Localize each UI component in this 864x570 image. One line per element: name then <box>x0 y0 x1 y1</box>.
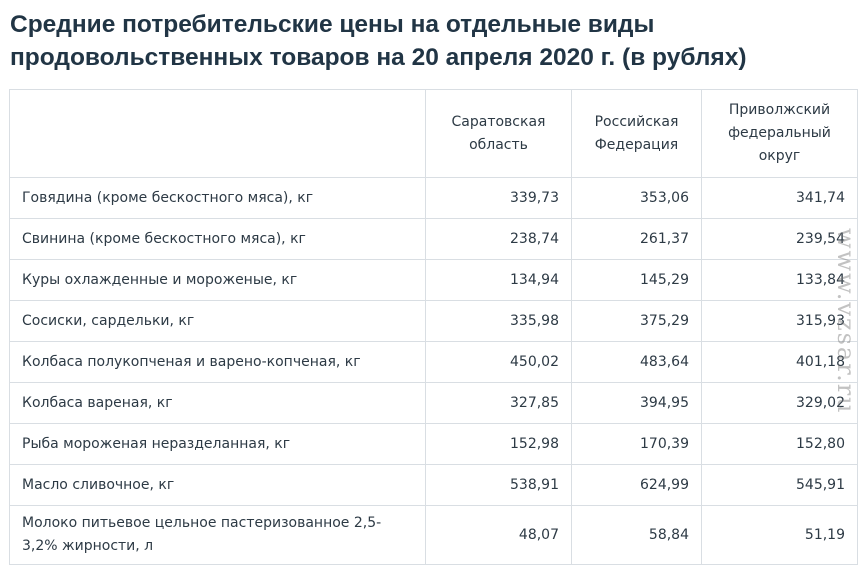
header-product <box>9 89 426 178</box>
price-saratov: 335,98 <box>425 300 572 342</box>
table-row: Сосиски, сардельки, кг 335,98 375,29 315… <box>9 300 858 342</box>
product-name: Куры охлажденные и мороженые, кг <box>9 259 426 301</box>
price-russia: 170,39 <box>571 423 702 465</box>
price-saratov: 238,74 <box>425 218 572 260</box>
product-name: Молоко питьевое цельное пастеризованное … <box>9 505 426 565</box>
product-name: Масло сливочное, кг <box>9 464 426 506</box>
price-saratov: 152,98 <box>425 423 572 465</box>
page-title: Средние потребительские цены на отдельны… <box>10 11 747 71</box>
price-saratov: 48,07 <box>425 505 572 565</box>
header-volga: Приволжский федеральный округ <box>701 89 858 178</box>
table-row: Колбаса вареная, кг 327,85 394,95 329,02 <box>9 382 858 424</box>
price-saratov: 339,73 <box>425 177 572 219</box>
price-volga: 401,18 <box>701 341 858 383</box>
price-volga: 341,74 <box>701 177 858 219</box>
header-russia: Российская Федерация <box>571 89 702 178</box>
product-name: Сосиски, сардельки, кг <box>9 300 426 342</box>
table-row: Масло сливочное, кг 538,91 624,99 545,91 <box>9 464 858 506</box>
price-volga: 329,02 <box>701 382 858 424</box>
site-watermark: www.vzsar.ru <box>832 228 860 415</box>
product-name: Рыба мороженая неразделанная, кг <box>9 423 426 465</box>
price-russia: 145,29 <box>571 259 702 301</box>
table-row: Рыба мороженая неразделанная, кг 152,98 … <box>9 423 858 465</box>
price-russia: 58,84 <box>571 505 702 565</box>
price-russia: 353,06 <box>571 177 702 219</box>
price-russia: 261,37 <box>571 218 702 260</box>
product-name: Колбаса вареная, кг <box>9 382 426 424</box>
price-volga: 239,54 <box>701 218 858 260</box>
product-name: Говядина (кроме бескостного мяса), кг <box>9 177 426 219</box>
table-row: Молоко питьевое цельное пастеризованное … <box>9 505 858 565</box>
price-volga: 133,84 <box>701 259 858 301</box>
price-saratov: 327,85 <box>425 382 572 424</box>
table-row: Куры охлажденные и мороженые, кг 134,94 … <box>9 259 858 301</box>
price-russia: 375,29 <box>571 300 702 342</box>
price-saratov: 134,94 <box>425 259 572 301</box>
price-volga: 51,19 <box>701 505 858 565</box>
table-header-row: Саратовская область Российская Федерация… <box>9 89 858 178</box>
table-row: Колбаса полукопченая и варено-копченая, … <box>9 341 858 383</box>
table-row: Свинина (кроме бескостного мяса), кг 238… <box>9 218 858 260</box>
price-table: Саратовская область Российская Федерация… <box>9 89 858 565</box>
price-volga: 545,91 <box>701 464 858 506</box>
price-russia: 624,99 <box>571 464 702 506</box>
price-saratov: 538,91 <box>425 464 572 506</box>
price-russia: 483,64 <box>571 341 702 383</box>
price-volga: 152,80 <box>701 423 858 465</box>
product-name: Свинина (кроме бескостного мяса), кг <box>9 218 426 260</box>
price-russia: 394,95 <box>571 382 702 424</box>
price-saratov: 450,02 <box>425 341 572 383</box>
product-name: Колбаса полукопченая и варено-копченая, … <box>9 341 426 383</box>
header-saratov: Саратовская область <box>425 89 572 178</box>
table-row: Говядина (кроме бескостного мяса), кг 33… <box>9 177 858 219</box>
